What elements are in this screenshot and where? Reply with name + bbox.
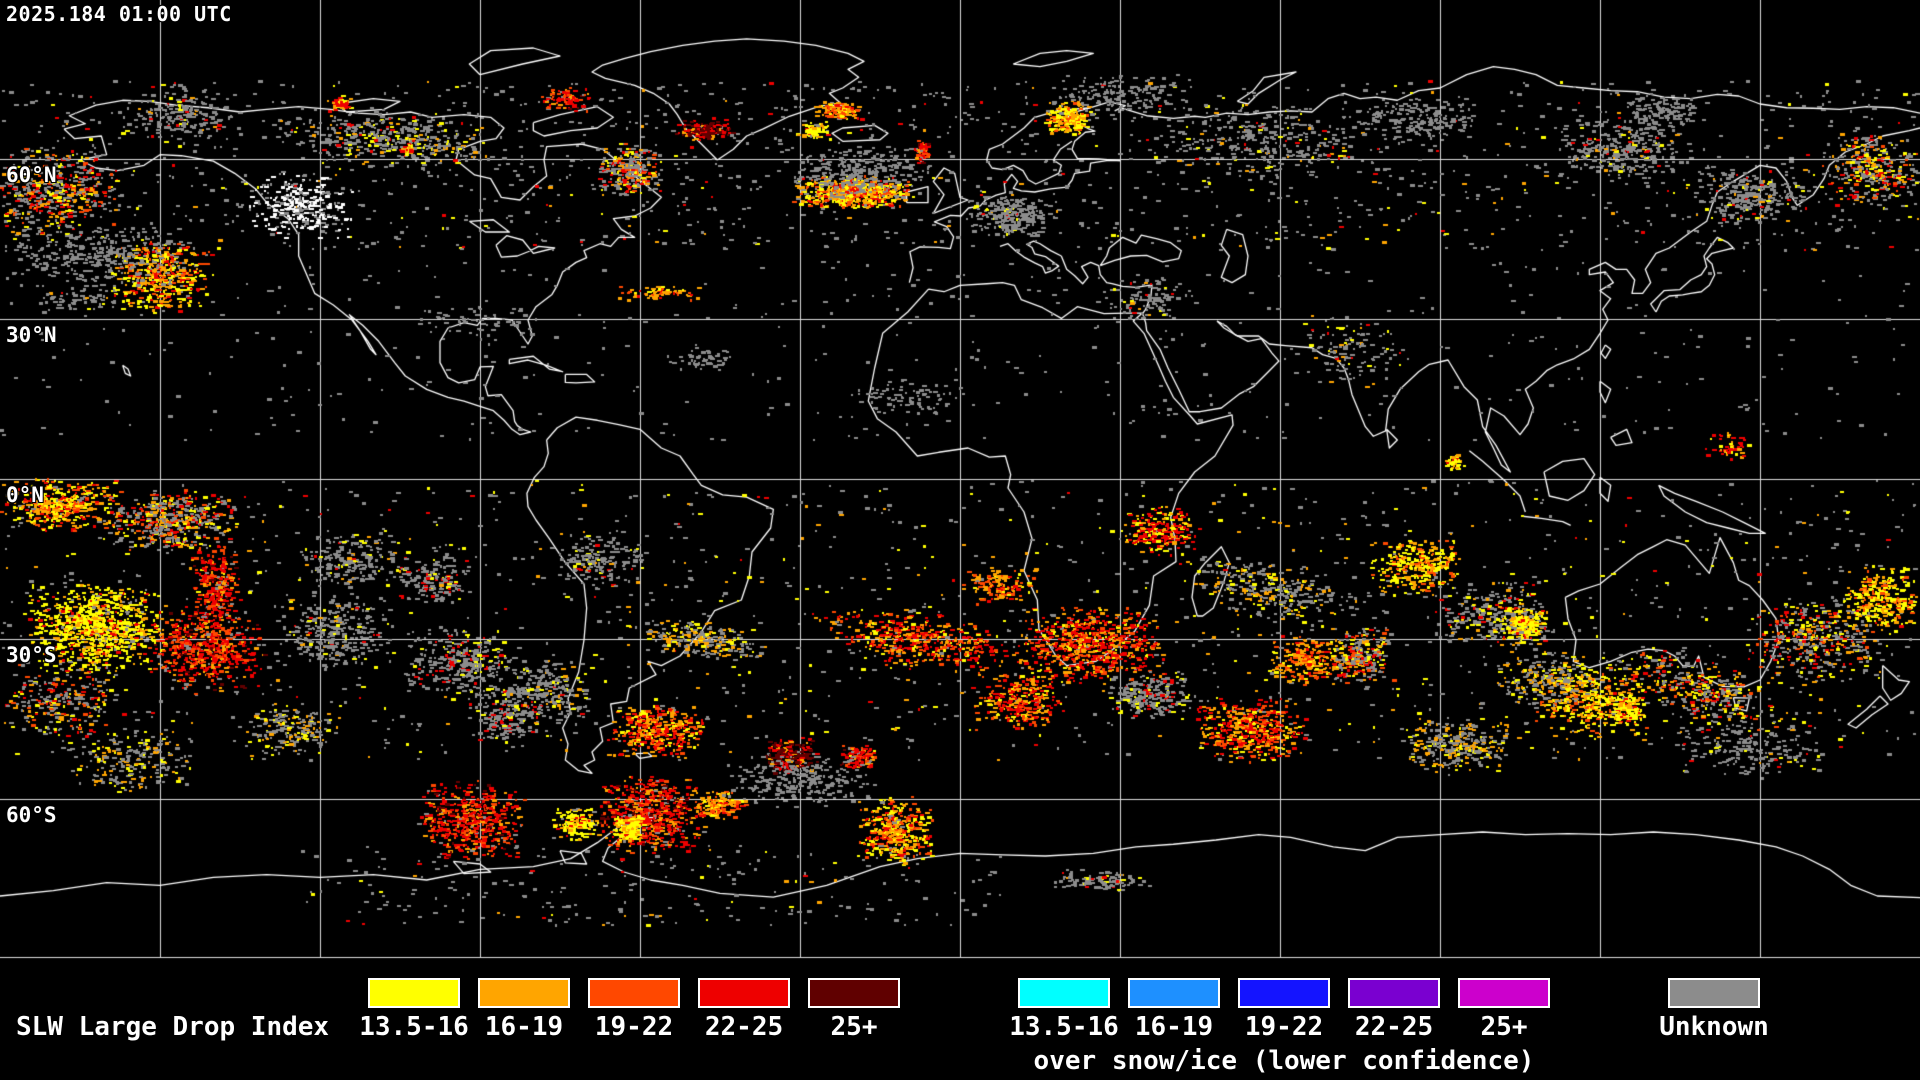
legend-label-primary-4: 25+ — [830, 1012, 878, 1042]
latitude-label-60s: 60°S — [6, 803, 57, 827]
legend-swatch-snow_ice-3 — [1348, 978, 1440, 1008]
legend-title: SLW Large Drop Index — [16, 1012, 330, 1042]
latitude-label-60n: 60°N — [6, 163, 57, 187]
legend-label-snow_ice-3: 22-25 — [1354, 1012, 1434, 1042]
legend-swatch-primary-3 — [698, 978, 790, 1008]
legend-subtitle: over snow/ice (lower confidence) — [1033, 1046, 1535, 1076]
latitude-label-30s: 30°S — [6, 643, 57, 667]
legend-swatch-primary-1 — [478, 978, 570, 1008]
legend-swatch-snow_ice-4 — [1458, 978, 1550, 1008]
legend-label-primary-0: 13.5-16 — [359, 1012, 469, 1042]
legend-swatch-snow_ice-2 — [1238, 978, 1330, 1008]
legend-label-primary-3: 22-25 — [704, 1012, 784, 1042]
legend-label-primary-2: 19-22 — [594, 1012, 674, 1042]
world-map-canvas — [0, 0, 1920, 960]
legend-label-primary-1: 16-19 — [484, 1012, 564, 1042]
timestamp-label: 2025.184 01:00 UTC — [6, 2, 232, 26]
legend-label-snow_ice-4: 25+ — [1480, 1012, 1528, 1042]
legend-swatch-primary-2 — [588, 978, 680, 1008]
legend-swatch-primary-0 — [368, 978, 460, 1008]
legend-swatch-unknown — [1668, 978, 1760, 1008]
legend-label-snow_ice-0: 13.5-16 — [1009, 1012, 1119, 1042]
legend-swatch-snow_ice-0 — [1018, 978, 1110, 1008]
legend-label-unknown: Unknown — [1659, 1012, 1769, 1042]
legend-swatch-primary-4 — [808, 978, 900, 1008]
legend-swatch-snow_ice-1 — [1128, 978, 1220, 1008]
legend-label-snow_ice-2: 19-22 — [1244, 1012, 1324, 1042]
latitude-label-30n: 30°N — [6, 323, 57, 347]
latitude-label-0n: 0°N — [6, 483, 44, 507]
legend-label-snow_ice-1: 16-19 — [1134, 1012, 1214, 1042]
